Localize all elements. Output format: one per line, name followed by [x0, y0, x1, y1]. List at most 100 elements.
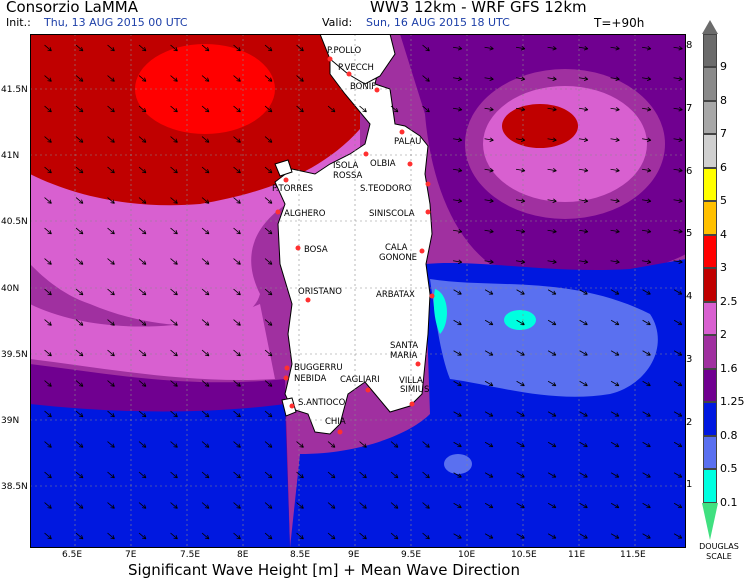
- lon-tick: 11E: [568, 550, 586, 560]
- wave-arrow: [75, 75, 84, 82]
- wave-arrow: [75, 471, 84, 479]
- wave-arrow: [610, 472, 620, 478]
- wave-arrow: [201, 258, 210, 265]
- wave-arrow: [201, 380, 210, 387]
- init-label: Init.:: [6, 16, 31, 29]
- wave-arrow: [484, 380, 494, 387]
- org-title: Consorzio LaMMA: [6, 0, 138, 16]
- sea-lightblue-south: [444, 454, 472, 474]
- wave-arrow: [422, 44, 430, 52]
- wave-arrow: [107, 471, 115, 479]
- corsica-land: [319, 34, 396, 85]
- wave-arrow: [201, 349, 210, 357]
- wave-arrow: [547, 411, 557, 417]
- legend-swatch: [703, 301, 717, 336]
- wave-arrow: [75, 197, 84, 204]
- legend-value-label: 6: [720, 160, 727, 174]
- wave-arrow: [327, 105, 336, 113]
- wave-arrow: [264, 166, 273, 174]
- wave-arrow: [44, 75, 52, 82]
- wave-arrow: [359, 502, 367, 509]
- wave-arrow: [484, 198, 494, 203]
- wave-arrow: [233, 410, 241, 418]
- wave-arrow: [201, 105, 210, 113]
- wave-arrow: [44, 532, 52, 540]
- wave-arrow: [107, 441, 115, 448]
- legend-swatch: [703, 335, 717, 369]
- legend-value-label: 0.5: [720, 462, 738, 476]
- wave-arrow: [170, 166, 178, 174]
- place-dot: [295, 245, 301, 251]
- wave-arrow: [452, 76, 463, 81]
- wave-arrow: [233, 380, 241, 387]
- sea-east-darkred: [502, 104, 578, 148]
- island-asinara: [274, 159, 293, 177]
- lat-tick: 40.5N: [1, 217, 28, 227]
- wave-arrow: [170, 288, 178, 296]
- wave-arrow: [264, 197, 273, 204]
- wave-arrow: [264, 75, 273, 82]
- wave-arrow: [138, 288, 147, 296]
- douglas-level-label: 7: [686, 102, 693, 114]
- wave-arrow: [484, 350, 494, 356]
- wave-arrow: [138, 349, 147, 357]
- legend-value-label: 3: [720, 261, 727, 275]
- place-label: BUGGERRU: [294, 363, 343, 373]
- wave-arrow: [547, 319, 557, 326]
- wave-arrow: [641, 76, 652, 81]
- wave-arrow: [138, 166, 147, 174]
- legend-value-label: 8: [720, 93, 727, 107]
- wave-arrow: [170, 105, 178, 113]
- lon-tick: 8.5E: [290, 550, 310, 560]
- wave-arrow: [44, 349, 52, 357]
- wave-arrow: [44, 227, 52, 235]
- wave-arrow: [547, 350, 557, 356]
- wave-arrow: [107, 227, 115, 235]
- douglas-level-label: 8: [686, 40, 693, 51]
- place-label: SANTA: [390, 341, 418, 351]
- place-label: PALAU: [394, 137, 421, 147]
- wave-arrow: [327, 502, 336, 509]
- place-label: CAGLIARI: [340, 375, 380, 385]
- sardinia-land: [274, 45, 433, 435]
- wave-arrow: [578, 198, 589, 203]
- wave-arrow: [547, 198, 557, 203]
- sea-blue-region: [30, 404, 290, 548]
- wave-arrow: [453, 319, 462, 326]
- wave-arrow: [673, 380, 683, 387]
- wave-arrow: [170, 441, 178, 448]
- place-dot: [363, 151, 369, 157]
- legend-swatch: [703, 402, 717, 436]
- douglas-level-label: 3: [686, 353, 693, 365]
- wave-arrow: [610, 350, 620, 356]
- wave-arrow: [515, 45, 526, 51]
- wave-arrow: [673, 76, 683, 81]
- wave-arrow: [579, 319, 588, 326]
- wave-arrow: [264, 44, 273, 52]
- wave-arrow: [579, 502, 588, 509]
- wave-arrow: [170, 410, 178, 418]
- place-label: MARIA: [390, 351, 418, 361]
- wave-arrow: [264, 410, 273, 418]
- place-dot: [409, 401, 415, 407]
- legend-value-label: 9: [720, 60, 727, 74]
- wave-arrow: [390, 532, 399, 540]
- place-dot: [429, 293, 435, 299]
- wave-arrow: [107, 105, 115, 113]
- wave-arrow: [359, 532, 367, 540]
- wave-arrow: [359, 471, 367, 479]
- wave-arrow: [201, 197, 210, 204]
- wave-arrow: [264, 441, 273, 448]
- wave-arrow: [44, 319, 52, 326]
- wave-arrow: [107, 380, 115, 387]
- wave-arrow: [484, 228, 494, 234]
- wave-arrow: [547, 502, 557, 509]
- wave-arrow: [264, 532, 273, 540]
- wave-arrow: [264, 227, 273, 235]
- wave-arrow: [547, 137, 557, 142]
- wave-arrow: [578, 106, 589, 112]
- legend-swatch: [703, 435, 717, 470]
- douglas-title-line2: SCALE: [706, 552, 732, 561]
- wave-direction-arrows: [44, 44, 683, 540]
- wave-arrow: [44, 136, 52, 143]
